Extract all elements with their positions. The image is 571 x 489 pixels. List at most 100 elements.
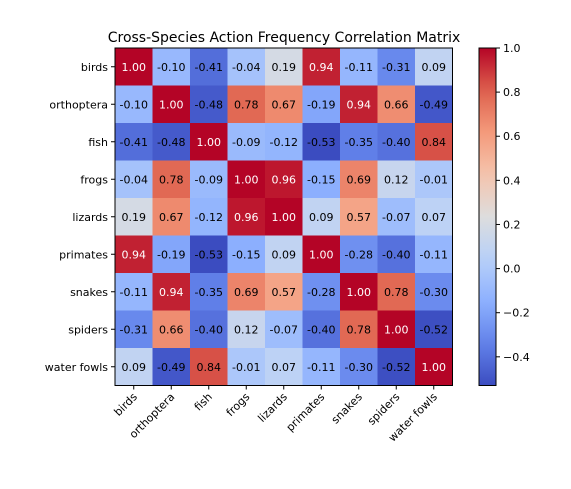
cell-value-label: 0.94 [347,98,372,111]
heatmap-cell [415,273,453,311]
heatmap-cell [227,310,266,349]
cell-value-label: 1.00 [122,61,147,74]
heatmap-cell [190,273,228,311]
cell-value-label: 0.57 [272,286,297,299]
cell-value-label: -0.19 [157,248,185,261]
cell-value-label: 0.12 [384,173,409,186]
y-tick-label: frogs [80,173,108,186]
cell-value-label: 0.66 [384,98,409,111]
y-tick-label: snakes [70,286,108,299]
cell-value-label: 1.00 [272,211,297,224]
heatmap-cell [115,160,153,199]
y-tick-label: primates [59,248,108,261]
heatmap-cell [340,48,378,86]
cell-value-label: -0.10 [120,98,148,111]
heatmap-cell [302,235,341,274]
cell-value-label: 0.96 [234,211,259,224]
heatmap-cell [265,235,303,274]
heatmap-cell [227,123,266,161]
heatmap-cell [302,198,341,236]
cell-value-label: -0.49 [420,98,448,111]
heatmap-cell [265,273,303,311]
cell-value-label: -0.52 [420,323,448,336]
cell-value-label: -0.48 [157,136,185,149]
cell-value-label: 0.94 [122,248,147,261]
colorbar-tick-label: −0.2 [503,307,530,320]
colorbar-tick-label: 0.2 [503,218,521,231]
heatmap-cell [190,235,228,274]
cell-value-label: 0.57 [347,211,372,224]
cell-value-label: -0.11 [307,361,335,374]
heatmap-cell [302,310,341,349]
cell-value-label: 0.78 [347,323,372,336]
cell-value-label: 0.69 [234,286,259,299]
colorbar-tick-label: 0.6 [503,130,521,143]
cell-value-label: 0.07 [422,211,447,224]
heatmap-cell [265,160,303,199]
cell-value-label: 0.78 [384,286,409,299]
heatmap-cell [302,123,341,161]
heatmap-cell [152,235,191,274]
x-tick-label: snakes [329,390,365,426]
y-axis-ticks: birds orthoptera fish frogs lizards primates s… [45,61,115,374]
cell-value-label: -0.04 [120,173,148,186]
heatmap-cell [377,123,416,161]
colorbar: 1.0 0.8 0.6 0.4 0.2 0.0 −0.2 −0.4 [478,42,530,386]
cell-value-label: 0.84 [422,136,447,149]
heatmap-cells: 1.00 -0.10 -0.41 -0.04 0.19 0.94 -0.11 -0.31 0.0… [115,48,453,386]
cell-value-label: -0.28 [307,286,335,299]
cell-value-label: -0.15 [232,248,260,261]
heatmap-cell [152,348,191,386]
cell-value-label: -0.41 [120,136,148,149]
x-tick-label: spiders [365,390,403,428]
heatmap-cell [377,160,416,199]
cell-value-label: -0.11 [120,286,148,299]
colorbar-tick-label: 1.0 [503,42,521,55]
cell-value-label: 0.69 [347,173,372,186]
chart-title: Cross-Species Action Frequency Correlati… [108,30,461,46]
colorbar-tick-label: 0.4 [503,174,521,187]
colorbar-tick-label: 0.0 [503,263,521,276]
cell-value-label: 1.00 [384,323,409,336]
heatmap-cell [227,160,266,199]
cell-value-label: -0.41 [195,61,223,74]
cell-value-label: -0.31 [120,323,148,336]
heatmap-cell [227,198,266,236]
heatmap-cell [415,123,453,161]
heatmap-cell [340,198,378,236]
heatmap-cell [115,273,153,311]
y-tick-label: spiders [68,323,108,336]
heatmap-cell [415,160,453,199]
heatmap-cell [152,48,191,86]
cell-value-label: -0.09 [195,173,223,186]
cell-value-label: -0.12 [195,211,223,224]
cell-value-label: -0.01 [420,173,448,186]
heatmap-cell [265,123,303,161]
heatmap-cell [265,348,303,386]
heatmap-cell [190,123,228,161]
heatmap-cell [377,85,416,124]
heatmap-cell [415,85,453,124]
heatmap-cell [415,235,453,274]
heatmap-cell [302,48,341,86]
cell-value-label: -0.07 [270,323,298,336]
cell-value-label: -0.01 [232,361,260,374]
y-tick-label: birds [81,61,108,74]
cell-value-label: -0.09 [232,136,260,149]
heatmap-cell [152,160,191,199]
heatmap-cell [190,310,228,349]
y-tick-label: fish [88,136,108,149]
cell-value-label: 1.00 [197,136,222,149]
heatmap-cell [340,85,378,124]
heatmap-cell [415,310,453,349]
cell-value-label: 1.00 [309,248,334,261]
cell-value-label: 0.09 [309,211,334,224]
y-tick-label: orthoptera [49,98,108,111]
cell-value-label: 1.00 [234,173,259,186]
cell-value-label: -0.53 [307,136,335,149]
heatmap-cell [227,273,266,311]
heatmap-cell [377,310,416,349]
cell-value-label: 1.00 [159,98,184,111]
cell-value-label: 0.07 [272,361,297,374]
